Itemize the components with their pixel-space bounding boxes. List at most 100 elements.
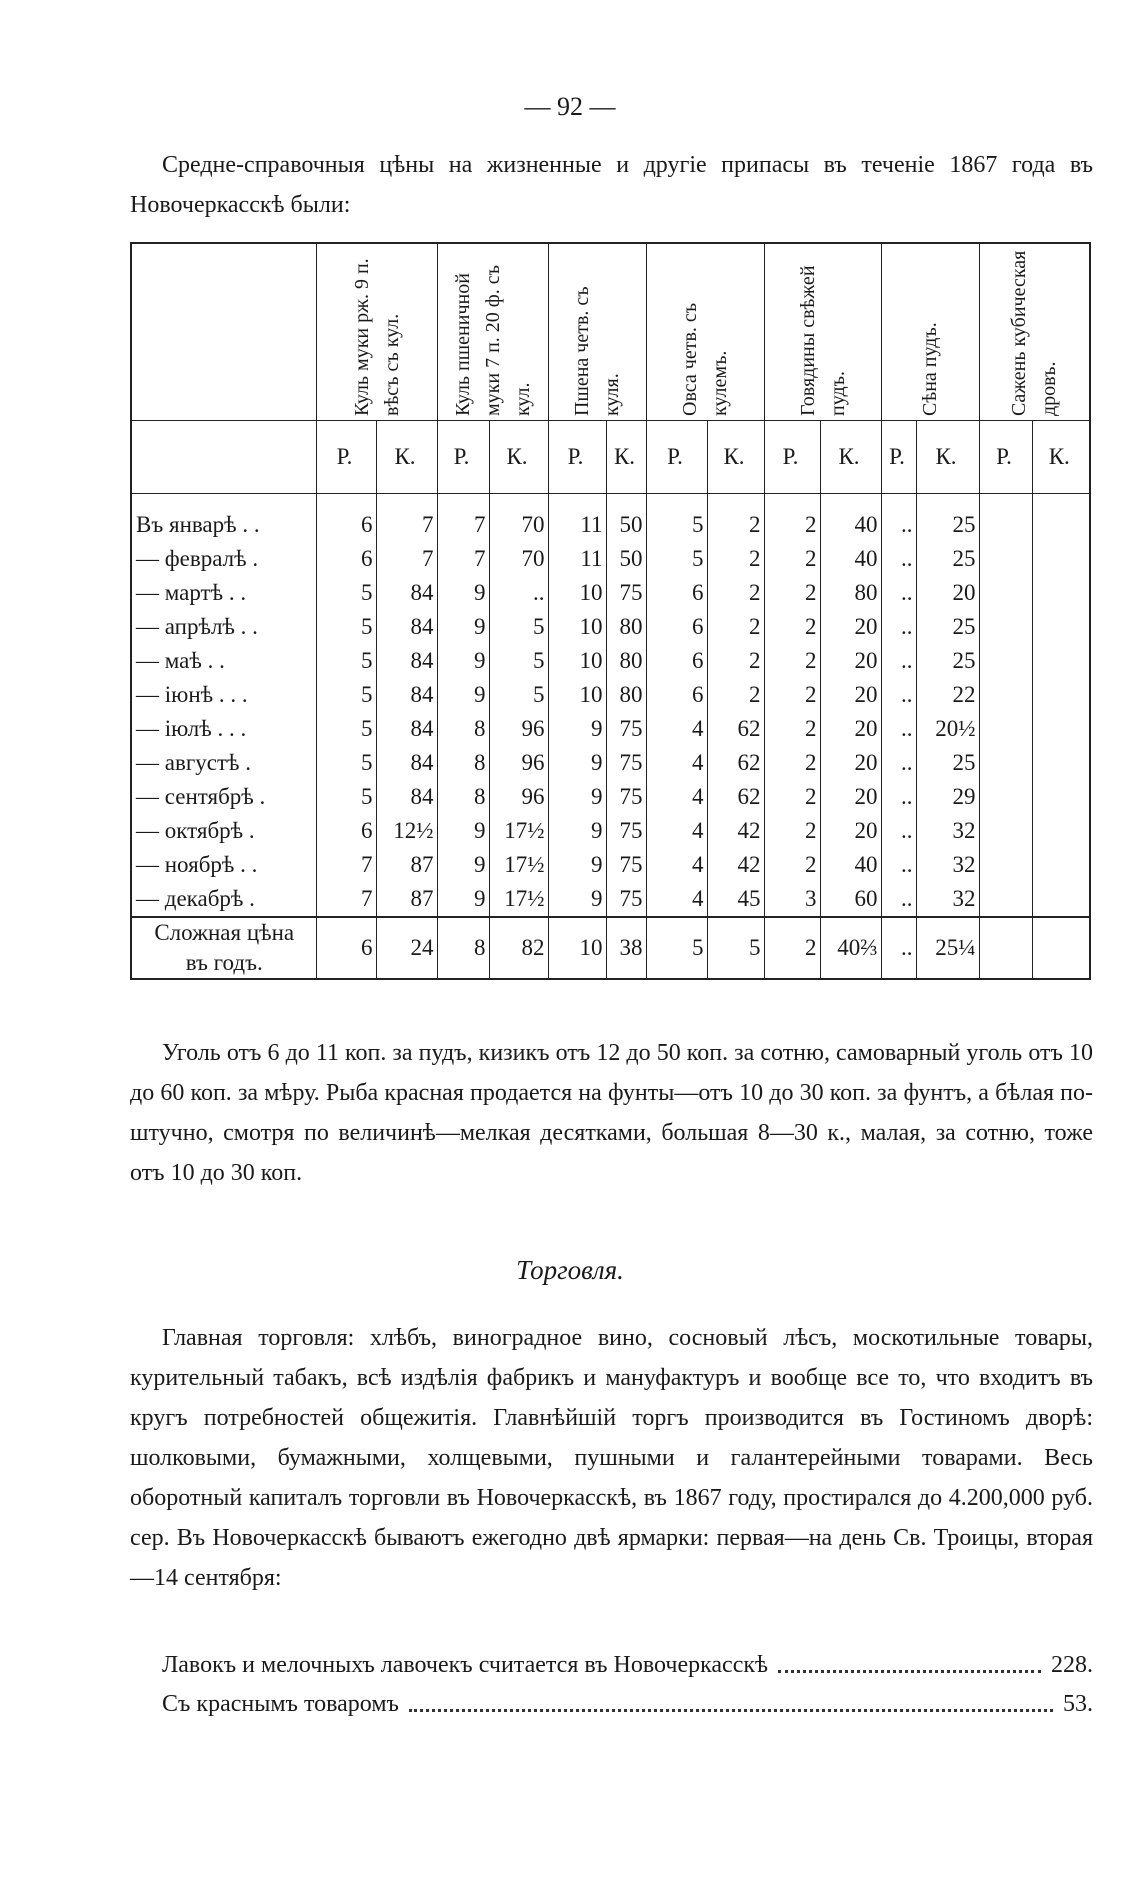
cell: 80 — [605, 610, 646, 644]
header-text: Пшена четв. съ куля. — [571, 286, 623, 416]
header-text: Овса четв. съ кулемъ. — [679, 302, 731, 416]
empty-cell — [978, 746, 1032, 780]
cell: 2 — [706, 644, 764, 678]
leader — [778, 1645, 1041, 1673]
cell: 8 — [436, 780, 489, 814]
cell: 2 — [763, 814, 820, 848]
cell: 42 — [706, 848, 764, 882]
item-value: 228. — [1051, 1652, 1093, 1678]
unit: К. — [375, 420, 437, 494]
cell: 9 — [436, 882, 489, 917]
cell: 38 — [605, 916, 646, 979]
cell: 60 — [819, 882, 881, 917]
empty-cell — [1031, 814, 1090, 848]
cell: .. — [880, 493, 916, 542]
empty-cell — [1031, 882, 1090, 917]
cell: 50 — [605, 493, 646, 542]
unit: К. — [915, 420, 979, 494]
cell: 2 — [763, 678, 820, 712]
cell: 32 — [915, 882, 979, 917]
price-table: Куль муки рж. 9 п. вѣсъ съ кул. Куль пшен… — [130, 242, 1091, 980]
cell: 5 — [315, 576, 376, 610]
item-value: 53. — [1063, 1691, 1093, 1717]
empty-cell — [1031, 610, 1090, 644]
cell: 2 — [706, 576, 764, 610]
cell: 10 — [547, 916, 606, 979]
cell: 87 — [375, 882, 437, 917]
cell: 2 — [763, 780, 820, 814]
cell: 84 — [375, 780, 437, 814]
cell: 5 — [488, 644, 548, 678]
note: Уголь отъ 6 до 11 коп. за пудъ, кизикъ о… — [130, 1040, 1093, 1186]
cell: 80 — [819, 576, 881, 610]
cell: 5 — [645, 493, 707, 542]
empty-cell — [1031, 493, 1090, 542]
cell: 5 — [315, 610, 376, 644]
cell: 25 — [915, 610, 979, 644]
cell: 4 — [645, 712, 707, 746]
cell: 40 — [819, 542, 881, 576]
cell: 22 — [915, 678, 979, 712]
table-row: — декабрѣ . 7 87 9 17½ 9 75 4 45 3 60.. 32 — [131, 882, 1090, 917]
cell: .. — [880, 712, 916, 746]
cell: 9 — [547, 746, 606, 780]
cell: 84 — [375, 610, 437, 644]
cell: 75 — [605, 576, 646, 610]
row-label: — сентябрѣ . — [136, 784, 266, 809]
item-label: Съ краснымъ товаромъ — [162, 1691, 399, 1717]
cell: 10 — [547, 678, 606, 712]
cell: 82 — [488, 916, 548, 979]
section-heading: Торговля. — [516, 1255, 624, 1285]
cell: 42 — [706, 814, 764, 848]
cell: 5 — [315, 644, 376, 678]
unit: Р. — [547, 420, 606, 494]
row-label: Въ январѣ . . — [136, 512, 260, 537]
unit: Р. — [880, 420, 916, 494]
cell: .. — [880, 678, 916, 712]
cell: 29 — [915, 780, 979, 814]
row-label: — августѣ . — [136, 750, 251, 775]
cell: .. — [880, 746, 916, 780]
column-header: Говядины свѣжей пудъ. — [763, 243, 881, 421]
cell: 17½ — [488, 848, 548, 882]
empty-cell — [978, 493, 1032, 542]
cell: 75 — [605, 882, 646, 917]
cell: 2 — [763, 542, 820, 576]
cell: 2 — [763, 576, 820, 610]
empty-cell — [978, 542, 1032, 576]
cell: 6 — [315, 916, 376, 979]
row-label: — октябрѣ . — [136, 818, 255, 843]
cell: 9 — [436, 848, 489, 882]
cell: 11 — [547, 493, 606, 542]
table-row: — февралѣ . 6 7 7 70 11 50 5 2 2 40.. 25 — [131, 542, 1090, 576]
cell: 5 — [645, 916, 707, 979]
cell: 9 — [436, 678, 489, 712]
cell: 96 — [488, 746, 548, 780]
cell: .. — [880, 882, 916, 917]
table-row: — апрѣлѣ . . 5 84 9 5 10 80 6 2 2 20.. 25 — [131, 610, 1090, 644]
cell: 2 — [706, 542, 764, 576]
cell: .. — [880, 916, 916, 979]
corner — [131, 243, 316, 421]
header-text: Говядины свѣжей пудъ. — [796, 265, 849, 416]
list-item: Съ краснымъ товаромъ 53. — [162, 1684, 1093, 1724]
empty-cell — [978, 644, 1032, 678]
cell: 8 — [436, 746, 489, 780]
empty-cell — [978, 678, 1032, 712]
item-label: Лавокъ и мелочныхъ лавочекъ считается въ… — [162, 1652, 769, 1678]
cell: 50 — [605, 542, 646, 576]
header-text: Куль пшеничной муки 7 п. 20 ф. съ кул. — [451, 265, 534, 416]
cell: 20 — [819, 610, 881, 644]
cell: 6 — [645, 610, 707, 644]
cell: 40 — [819, 493, 881, 542]
cell: 6 — [315, 542, 376, 576]
table-row: — октябрѣ . 6 12½ 9 17½ 9 75 4 42 2 20.. 32 — [131, 814, 1090, 848]
cell: 9 — [547, 848, 606, 882]
cell: 62 — [706, 712, 764, 746]
unit: Р. — [436, 420, 489, 494]
total-label: въ годъ. — [185, 950, 263, 975]
cell: 2 — [763, 746, 820, 780]
cell: 4 — [645, 780, 707, 814]
cell: 5 — [706, 916, 764, 979]
